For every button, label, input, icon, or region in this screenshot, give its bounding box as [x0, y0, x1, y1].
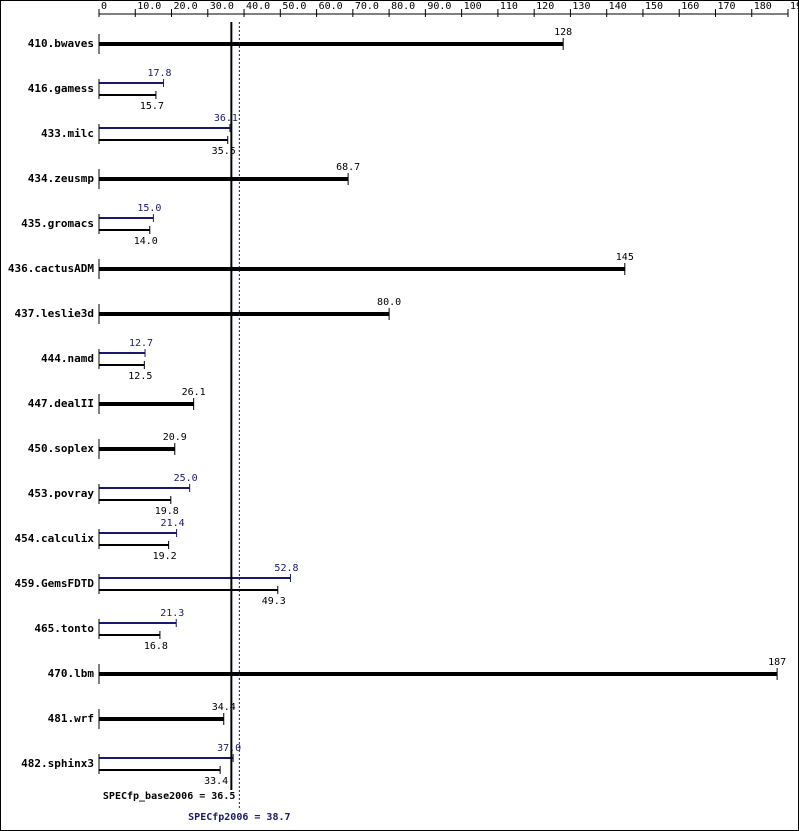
base-value-label: 19.8 — [155, 506, 179, 517]
x-tick-label: 20.0 — [174, 1, 198, 12]
x-tick-label: 10.0 — [137, 1, 161, 12]
peak-value-label: 52.8 — [274, 563, 298, 574]
peak-value-label: 21.3 — [160, 608, 184, 619]
peak-value-label: 36.1 — [214, 113, 238, 124]
category-label: 435.gromacs — [21, 217, 94, 230]
category-label: 436.cactusADM — [8, 262, 94, 275]
peak-reference-label: SPECfp2006 = 38.7 — [188, 812, 290, 823]
base-value-label: 15.7 — [140, 101, 164, 112]
category-label: 453.povray — [28, 487, 95, 500]
x-tick-label: 150 — [645, 1, 663, 12]
category-label: 447.dealII — [28, 397, 94, 410]
value-label: 187 — [768, 657, 786, 668]
category-label: 454.calculix — [15, 532, 95, 545]
value-label: 26.1 — [182, 387, 206, 398]
x-tick-label: 70.0 — [355, 1, 379, 12]
category-label: 434.zeusmp — [28, 172, 95, 185]
value-label: 128 — [554, 27, 572, 38]
x-tick-label: 50.0 — [282, 1, 306, 12]
base-value-label: 49.3 — [262, 596, 286, 607]
category-label: 416.gamess — [28, 82, 94, 95]
category-label: 482.sphinx3 — [21, 757, 94, 770]
x-tick-label: 60.0 — [319, 1, 343, 12]
x-tick-label: 120 — [536, 1, 554, 12]
x-tick-label: 90.0 — [427, 1, 451, 12]
value-label: 20.9 — [163, 432, 187, 443]
value-label: 68.7 — [336, 162, 360, 173]
base-value-label: 14.0 — [134, 236, 158, 247]
base-value-label: 33.4 — [204, 776, 228, 787]
peak-value-label: 25.0 — [174, 473, 198, 484]
peak-value-label: 17.8 — [148, 68, 172, 79]
x-tick-label: 30.0 — [210, 1, 234, 12]
x-tick-label: 160 — [681, 1, 699, 12]
category-label: 465.tonto — [34, 622, 94, 635]
peak-value-label: 21.4 — [161, 518, 185, 529]
x-tick-label: 40.0 — [246, 1, 270, 12]
x-tick-label: 190 — [790, 1, 799, 12]
category-label: 437.leslie3d — [15, 307, 94, 320]
peak-value-label: 15.0 — [137, 203, 161, 214]
value-label: 34.4 — [212, 702, 236, 713]
base-value-label: 16.8 — [144, 641, 168, 652]
x-tick-label: 140 — [609, 1, 627, 12]
x-tick-label: 80.0 — [391, 1, 415, 12]
base-value-label: 12.5 — [128, 371, 152, 382]
x-tick-label: 130 — [572, 1, 590, 12]
category-label: 470.lbm — [48, 667, 95, 680]
x-tick-label: 0 — [101, 1, 107, 12]
base-reference-label: SPECfp_base2006 = 36.5 — [103, 791, 235, 802]
x-tick-label: 170 — [717, 1, 735, 12]
x-tick-label: 100 — [464, 1, 482, 12]
category-label: 444.namd — [41, 352, 94, 365]
base-value-label: 35.5 — [212, 146, 236, 157]
peak-value-label: 12.7 — [129, 338, 153, 349]
value-label: 145 — [616, 252, 634, 263]
category-label: 433.milc — [41, 127, 94, 140]
category-label: 410.bwaves — [28, 37, 94, 50]
category-label: 459.GemsFDTD — [15, 577, 95, 590]
x-tick-label: 180 — [754, 1, 772, 12]
category-label: 481.wrf — [48, 712, 94, 725]
category-label: 450.soplex — [28, 442, 95, 455]
base-value-label: 19.2 — [153, 551, 177, 562]
peak-value-label: 37.0 — [217, 743, 241, 754]
x-tick-label: 110 — [500, 1, 518, 12]
value-label: 80.0 — [377, 297, 401, 308]
